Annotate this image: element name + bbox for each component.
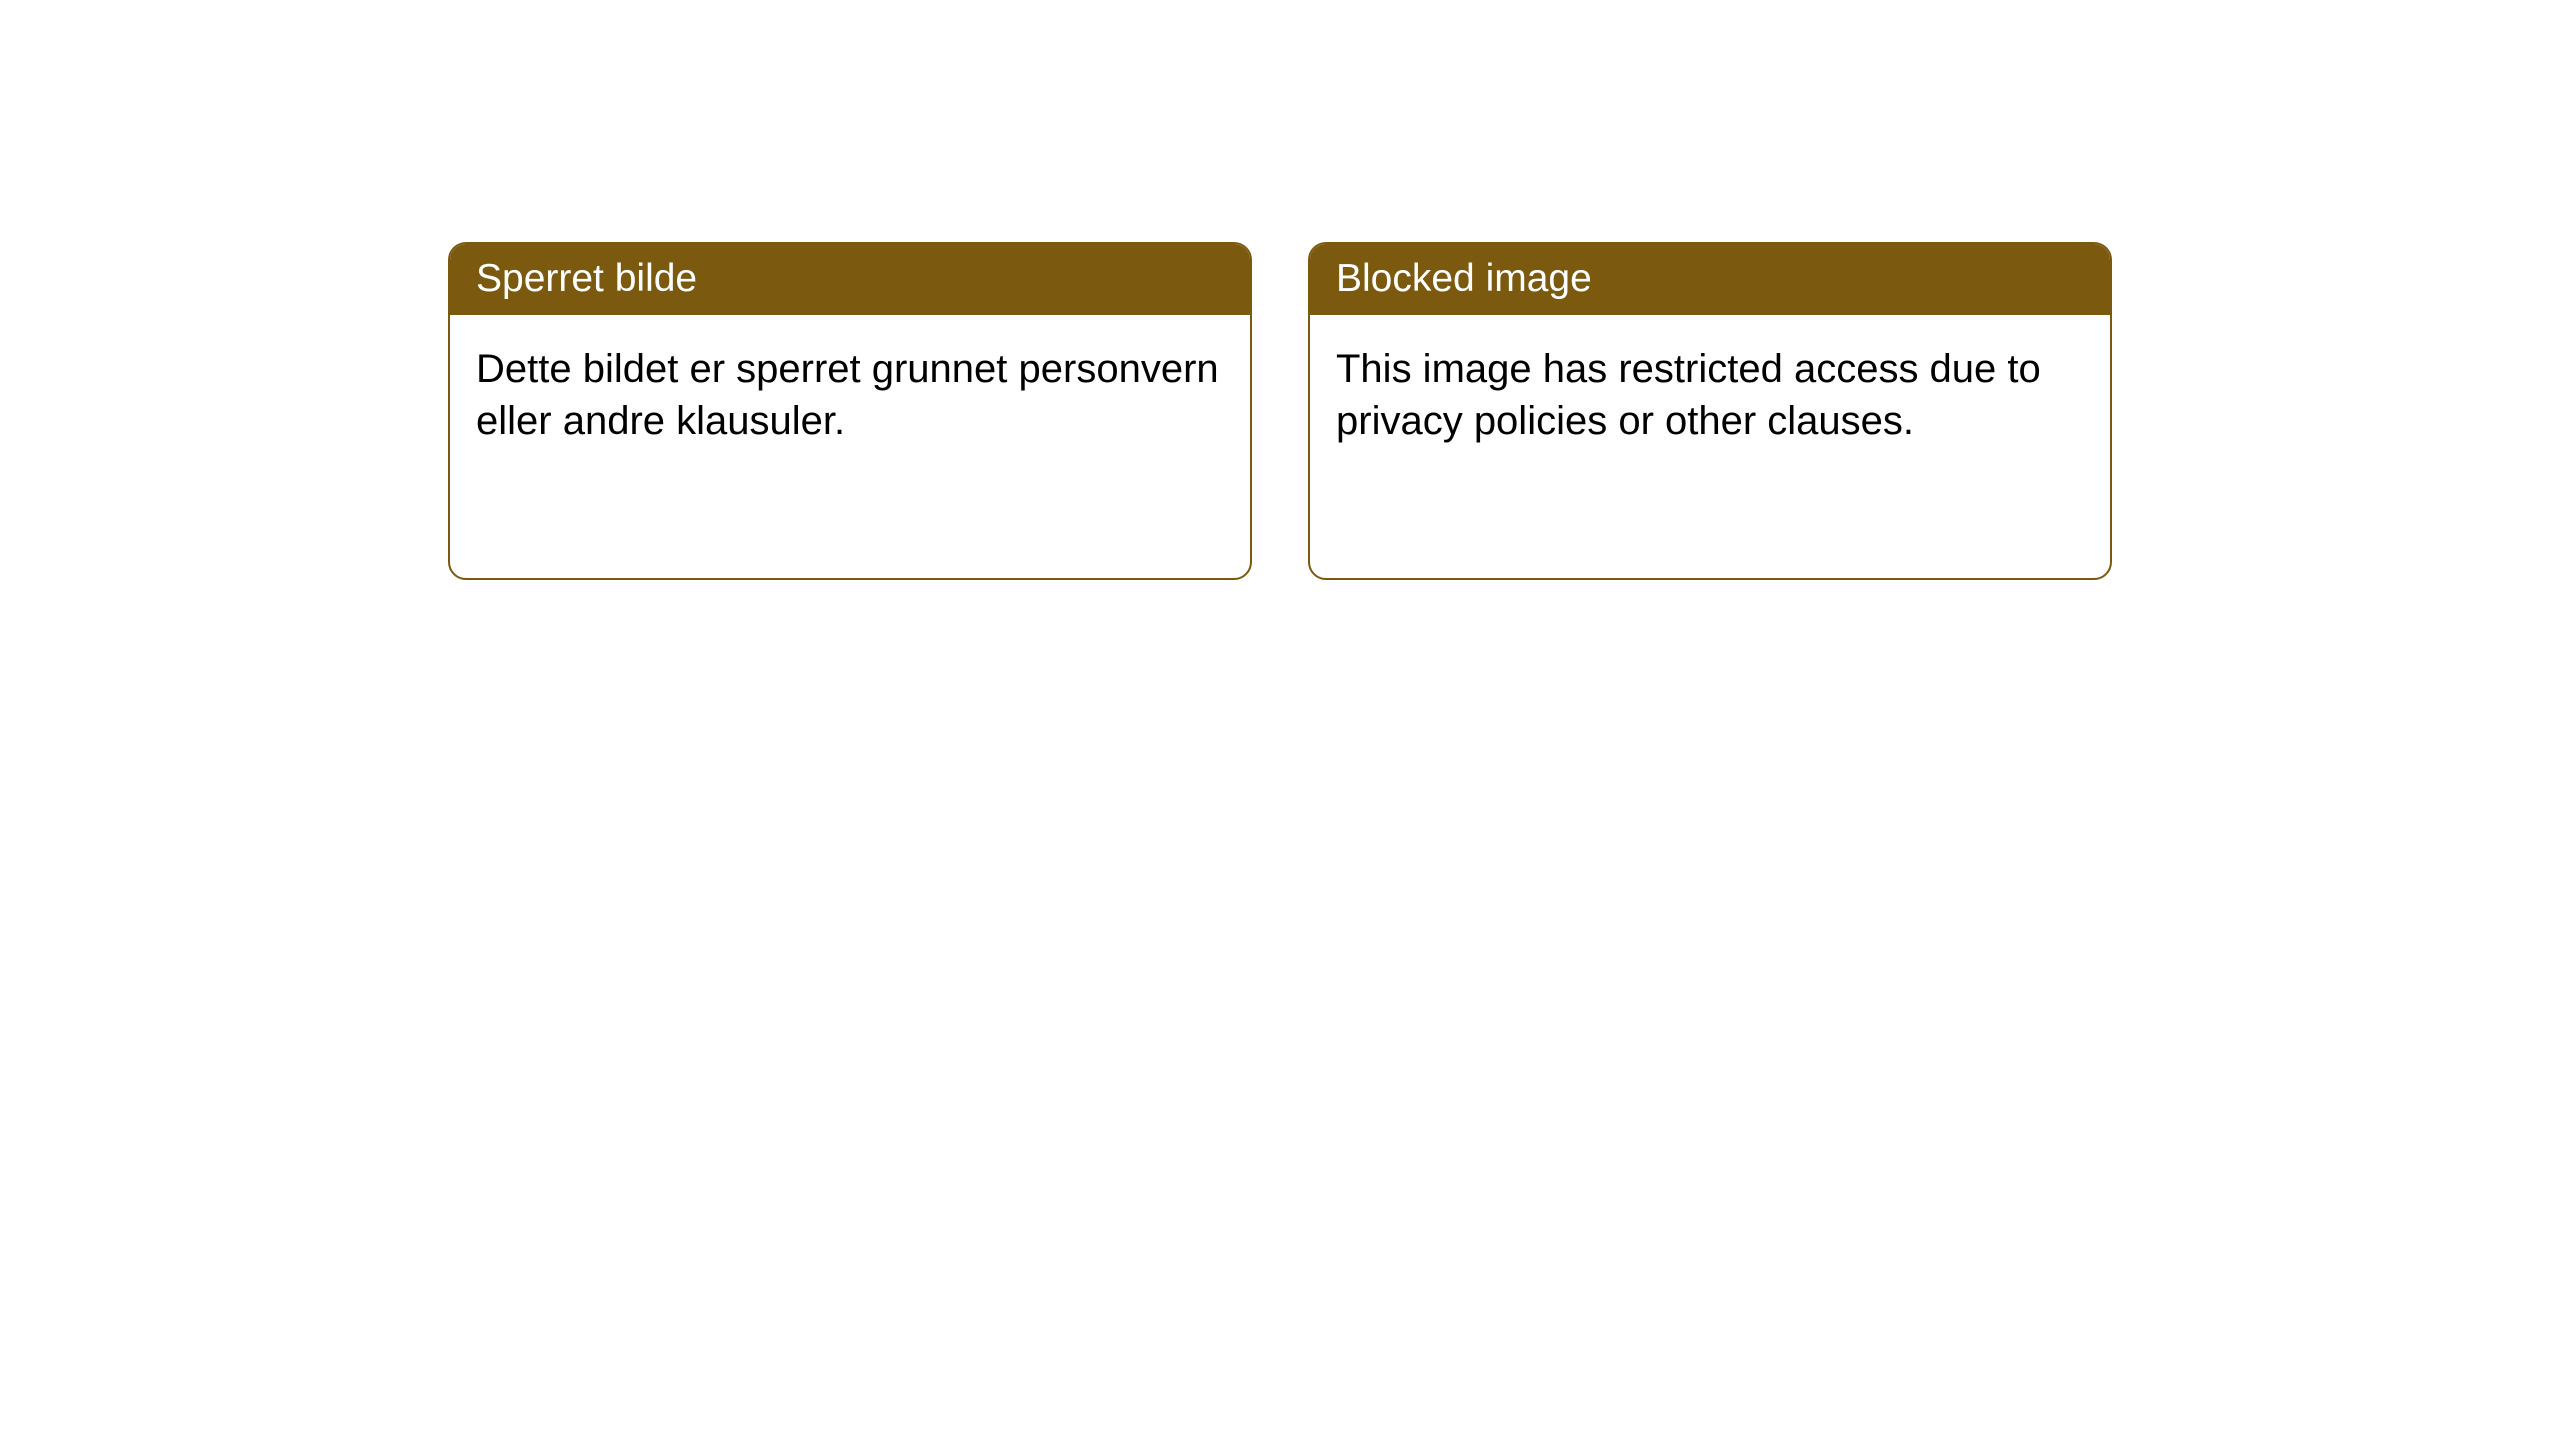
notice-box-norwegian: Sperret bilde Dette bildet er sperret gr… xyxy=(448,242,1252,580)
notices-container: Sperret bilde Dette bildet er sperret gr… xyxy=(0,0,2560,580)
notice-header: Blocked image xyxy=(1310,244,2110,315)
notice-body: This image has restricted access due to … xyxy=(1310,315,2110,475)
notice-header: Sperret bilde xyxy=(450,244,1250,315)
notice-body: Dette bildet er sperret grunnet personve… xyxy=(450,315,1250,475)
notice-box-english: Blocked image This image has restricted … xyxy=(1308,242,2112,580)
